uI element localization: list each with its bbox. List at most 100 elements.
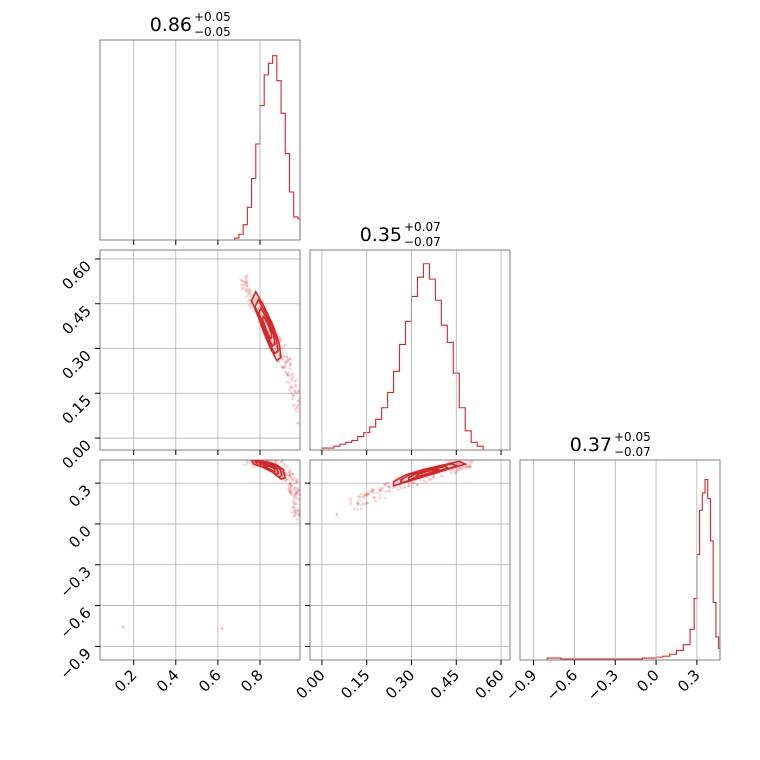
scatter-p1-p2-point — [290, 379, 294, 383]
hist-3-frame — [519, 459, 721, 661]
scatter-p2-p3-point — [462, 465, 465, 468]
scatter-p2-p3-point — [441, 474, 444, 478]
scatter-p1-p2-point — [289, 358, 292, 362]
scatter-p1-p2-point — [254, 297, 258, 300]
scatter-p1-p3-point — [293, 485, 297, 489]
scatter-p1-p3-marks — [121, 455, 305, 631]
scatter-p2-p3-point — [378, 488, 382, 492]
scatter-p1-p3-point — [289, 483, 293, 487]
scatter-p2-p3-point — [374, 499, 378, 503]
scatter-p1-p2-point — [289, 385, 293, 388]
hist-3-title-minus: −0.07 — [614, 445, 651, 459]
scatter-p1-p2-point — [293, 404, 297, 407]
scatter-p2-p3-point — [453, 471, 457, 475]
scatter-p2-p3-outlier-0 — [335, 513, 339, 516]
scatter-p2-p3-point — [391, 486, 394, 490]
scatter-p1-p3-point — [299, 509, 300, 513]
scatter-p1-p2-point — [244, 289, 248, 293]
scatter-p2-p3-point — [428, 478, 432, 482]
scatter-p1-p2-point — [280, 365, 284, 368]
scatter-p2-p3-point — [412, 481, 415, 485]
scatter-p1-p3-point — [294, 498, 297, 502]
scatter-p1-p2-point — [258, 305, 261, 308]
scatter-p2-p3-point — [377, 487, 381, 490]
scatter-p1-p2-point — [282, 354, 286, 358]
scatter-p1-p3-point — [243, 455, 246, 458]
scatter-p2-p3-point — [457, 462, 461, 466]
scatter-p1-p2-point — [244, 275, 247, 279]
scatter-p1-p3-point — [247, 457, 250, 460]
scatter-p2-p3-point — [403, 485, 406, 489]
scatter-p2-p3-point — [456, 468, 460, 472]
scatter-p1-p3-point — [296, 518, 299, 521]
scatter-p1-p2-point — [286, 374, 290, 378]
scatter-p2-p3-point — [464, 460, 468, 462]
scatter-p2-p3-point — [364, 501, 368, 505]
scatter-p1-p3-point — [288, 487, 292, 490]
scatter-p1-p2-point — [295, 405, 299, 409]
scatter-p1-p2-point — [294, 385, 297, 388]
scatter-p2-p3-point — [353, 507, 356, 511]
scatter-p1-p3-ytick-label-0: −0.9 — [56, 644, 94, 682]
scatter-p1-p3-ytick-label-2: −0.3 — [56, 563, 94, 601]
hist-1-title-plus: +0.05 — [194, 10, 231, 24]
scatter-p1-p2-point — [291, 375, 295, 379]
scatter-p1-p2-point — [290, 377, 294, 380]
scatter-p2-p3-point — [465, 465, 469, 469]
scatter-p1-p2-point — [247, 299, 250, 302]
scatter-p1-p2-point — [289, 363, 292, 366]
scatter-p1-p3-point — [297, 512, 300, 516]
scatter-p1-p3-point — [293, 501, 297, 505]
scatter-p2-p3-point — [467, 465, 471, 469]
scatter-p2-p3-point — [357, 503, 361, 507]
scatter-p1-p3-point — [273, 460, 277, 463]
scatter-p1-p3-point — [246, 460, 247, 461]
scatter-p1-p2-point — [253, 300, 256, 304]
scatter-p1-p3-point — [268, 460, 270, 461]
scatter-p1-p3-point — [291, 499, 295, 503]
scatter-p1-p3-point — [265, 460, 267, 461]
scatter-p1-p2-point — [289, 361, 293, 365]
scatter-p1-p2-point — [282, 345, 286, 349]
scatter-p1-p2-point — [282, 365, 286, 369]
scatter-p1-p2-point — [240, 279, 244, 283]
scatter-p2-p3-point — [379, 488, 383, 492]
scatter-p2-p3-xtick-label-0: 0.00 — [292, 666, 328, 702]
scatter-p1-p2-point — [296, 403, 300, 407]
scatter-p1-p2-point — [288, 367, 292, 371]
scatter-p1-p2-point — [292, 393, 296, 397]
scatter-p1-p3-point — [299, 509, 300, 511]
scatter-p1-p3-point — [290, 505, 294, 509]
scatter-p1-p3-point — [302, 510, 305, 513]
scatter-p1-p2-contour-0 — [250, 290, 282, 362]
scatter-p2-p3-point — [449, 469, 453, 473]
scatter-p1-p3-point — [292, 477, 296, 481]
hist-1-title-value: 0.86 — [150, 14, 192, 36]
scatter-p1-p2-point — [293, 407, 297, 411]
scatter-p1-p2-point — [245, 290, 249, 294]
scatter-p2-p3-xtick-label-4: 0.60 — [472, 666, 508, 702]
scatter-p1-p3-ytick-label-4: 0.3 — [65, 481, 95, 511]
scatter-p1-p3-point — [301, 503, 304, 506]
scatter-p1-p2-point — [286, 359, 290, 363]
scatter-p1-p3-point — [289, 472, 293, 475]
scatter-p1-p2-point — [282, 351, 286, 354]
scatter-p1-p2-point — [287, 357, 291, 361]
scatter-p1-p2-point — [285, 373, 289, 376]
scatter-p1-p3-point — [245, 460, 249, 463]
scatter-p1-p2-point — [290, 393, 294, 397]
scatter-p2-p3-point — [375, 491, 379, 495]
hist-2-title-value: 0.35 — [360, 224, 402, 246]
scatter-p1-p2-point — [284, 361, 287, 365]
scatter-p2-p3-point — [464, 464, 468, 468]
scatter-p2-p3-point — [349, 502, 353, 506]
scatter-p1-p3-point — [300, 500, 303, 503]
hist-1 — [100, 55, 301, 241]
scatter-p1-p2-point — [296, 389, 300, 393]
scatter-p1-p3-point — [296, 487, 300, 491]
scatter-p1-p2-point — [285, 355, 289, 359]
scatter-p2-p3-point — [386, 481, 390, 485]
scatter-p1-p2-point — [302, 410, 305, 413]
scatter-p1-p2-point — [303, 401, 306, 404]
scatter-p1-p2-point — [290, 390, 294, 394]
